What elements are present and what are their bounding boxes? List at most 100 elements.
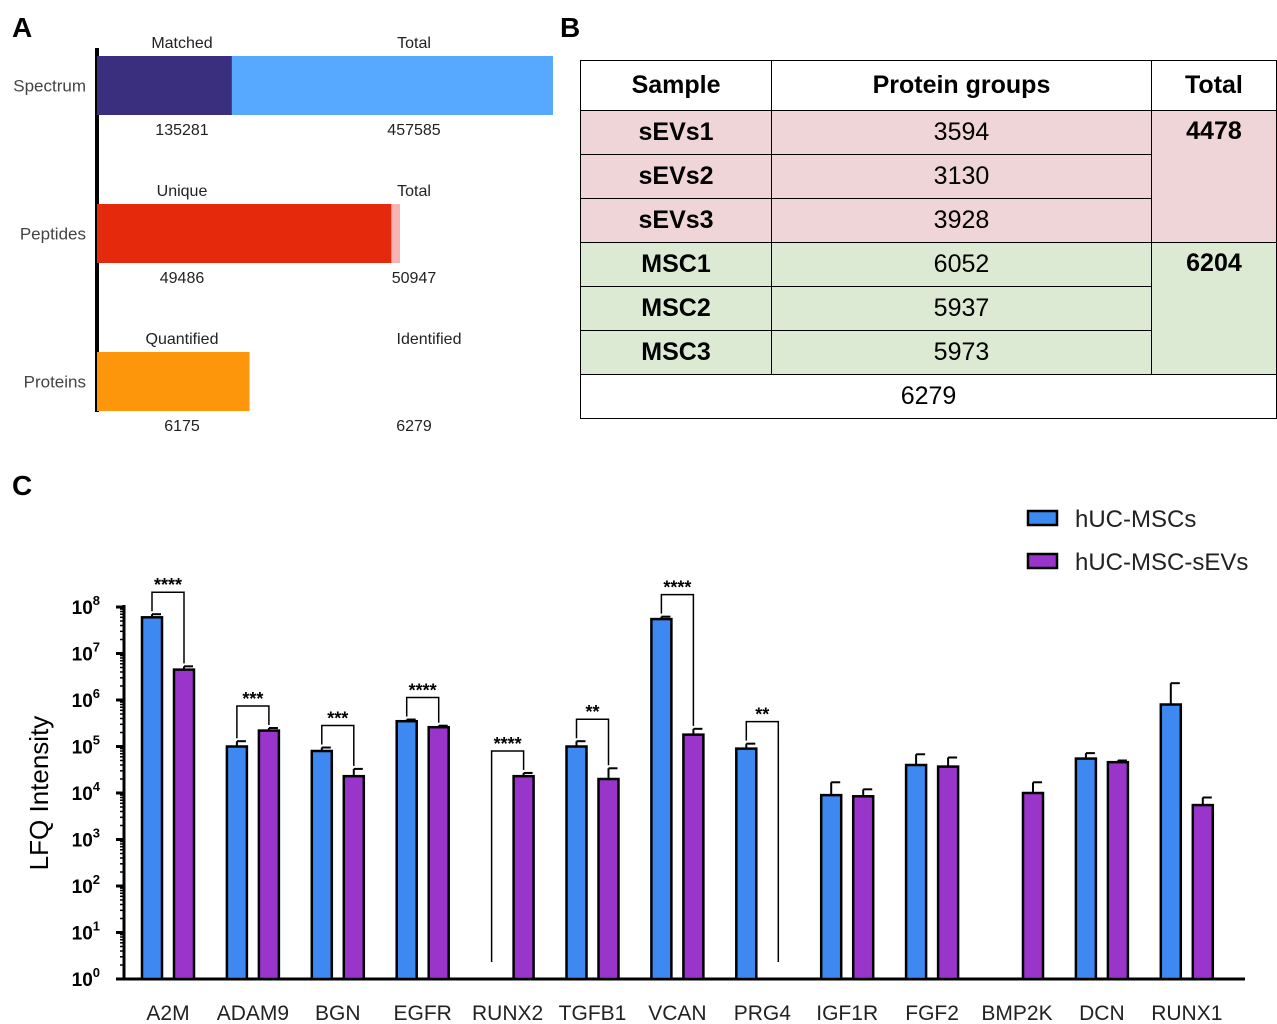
significance-label: ** <box>585 702 599 722</box>
x-tick-label: RUNX1 <box>1151 1002 1222 1024</box>
significance-label: **** <box>663 578 691 598</box>
y-tick-label: 106 <box>72 686 100 712</box>
significance-bracket <box>575 718 610 766</box>
bar <box>1074 757 1098 981</box>
groups-cell: 6052 <box>771 242 1152 287</box>
inner-bar <box>97 352 247 411</box>
sample-cell: MSC3 <box>579 330 773 375</box>
x-tick-label: ADAM9 <box>217 1002 289 1024</box>
bar <box>1021 791 1045 981</box>
bar <box>172 668 196 981</box>
x-tick-label: BMP2K <box>981 1002 1052 1024</box>
table-row: sEVs3 3928 <box>579 198 1277 243</box>
legend-swatch <box>1026 552 1059 570</box>
x-tick-label: VCAN <box>648 1002 706 1024</box>
x-tick-label: TGFB1 <box>559 1002 627 1024</box>
significance-label: **** <box>154 575 182 595</box>
row-label: Proteins <box>24 373 86 392</box>
panel-a-letter: A <box>12 12 33 43</box>
x-tick-label: EGFR <box>394 1002 452 1024</box>
bar <box>140 616 164 981</box>
groups-cell: 3594 <box>771 110 1152 155</box>
header-sample: Sample <box>579 60 773 111</box>
header-total: Total <box>1150 60 1277 111</box>
row-label: Peptides <box>20 225 86 244</box>
y-tick-label: 104 <box>72 779 101 805</box>
table-header-row: Sample Protein groups Total <box>579 60 1277 111</box>
legend-swatch <box>1026 509 1059 527</box>
sample-cell: MSC2 <box>579 286 773 331</box>
bar <box>650 617 673 981</box>
table-row: MSC1 6052 6204 <box>579 242 1277 375</box>
right-caption: Total <box>397 35 431 52</box>
grand-total-row: 6279 <box>580 374 1277 419</box>
total-value-label: 6279 <box>396 418 432 435</box>
panel-c-letter: C <box>12 470 33 501</box>
right-caption: Identified <box>397 331 462 348</box>
y-tick-label: 101 <box>72 919 100 945</box>
bar <box>1191 803 1215 981</box>
y-tick-label: 107 <box>72 640 100 666</box>
significance-bracket <box>151 591 185 664</box>
sample-cell: MSC1 <box>579 242 773 287</box>
right-caption: Total <box>397 183 431 200</box>
legend-label: hUC-MSCs <box>1075 506 1196 533</box>
bar <box>512 774 535 981</box>
bar <box>310 749 334 981</box>
y-axis-title: LFQ Intensity <box>24 716 54 871</box>
x-tick-label: FGF2 <box>905 1002 959 1024</box>
inner-bar <box>97 204 392 263</box>
inner-bar <box>97 56 232 115</box>
x-tick-label: PRG4 <box>734 1002 792 1024</box>
bar <box>427 725 450 981</box>
total-value-label: 457585 <box>387 122 440 139</box>
bar <box>1106 760 1130 981</box>
bar <box>565 745 588 981</box>
x-tick-label: BGN <box>315 1002 361 1024</box>
panel-b-letter: B <box>560 12 581 43</box>
x-tick-label: DCN <box>1079 1002 1125 1024</box>
significance-label: *** <box>242 689 263 709</box>
bar <box>682 733 705 981</box>
inner-value-label: 135281 <box>155 122 208 139</box>
groups-cell: 3928 <box>771 198 1152 243</box>
bar <box>936 765 960 981</box>
significance-bracket <box>660 593 695 726</box>
groups-cell: 5973 <box>771 330 1152 375</box>
significance-bracket <box>745 720 780 962</box>
x-tick-label: IGF1R <box>816 1002 878 1024</box>
bar <box>225 745 249 981</box>
left-caption: Quantified <box>146 331 219 348</box>
y-tick-label: 102 <box>72 872 100 898</box>
x-tick-label: RUNX2 <box>472 1002 543 1024</box>
y-tick-label: 108 <box>72 593 100 619</box>
bar <box>257 729 281 981</box>
significance-label: *** <box>327 709 348 729</box>
significance-label: **** <box>409 681 437 701</box>
row-label: Spectrum <box>13 77 86 96</box>
left-caption: Unique <box>157 183 208 200</box>
groups-cell: 5937 <box>771 286 1152 331</box>
protein-groups-table: Sample Protein groups Total sEVs1 3594 4… <box>579 60 1277 419</box>
significance-bracket <box>405 696 440 723</box>
significance-label: ** <box>755 705 769 725</box>
y-tick-label: 105 <box>72 733 100 759</box>
table-row: sEVs1 3594 4478 <box>579 110 1277 243</box>
groups-cell: 3130 <box>771 154 1152 199</box>
significance-label: **** <box>494 734 522 754</box>
significance-bracket <box>236 705 270 739</box>
inner-value-label: 6175 <box>164 418 200 435</box>
significance-bracket <box>490 750 525 962</box>
y-tick-label: 100 <box>72 965 100 991</box>
x-tick-label: A2M <box>146 1002 189 1024</box>
msc-total-cell: 6204 <box>1150 242 1277 375</box>
bar <box>735 747 758 981</box>
bar <box>395 719 418 981</box>
sample-cell: sEVs3 <box>579 198 773 243</box>
bar <box>851 795 875 981</box>
bar <box>342 774 366 981</box>
significance-bracket <box>321 724 355 766</box>
legend-label: hUC-MSC-sEVs <box>1075 549 1248 576</box>
inner-value-label: 49486 <box>160 270 205 287</box>
